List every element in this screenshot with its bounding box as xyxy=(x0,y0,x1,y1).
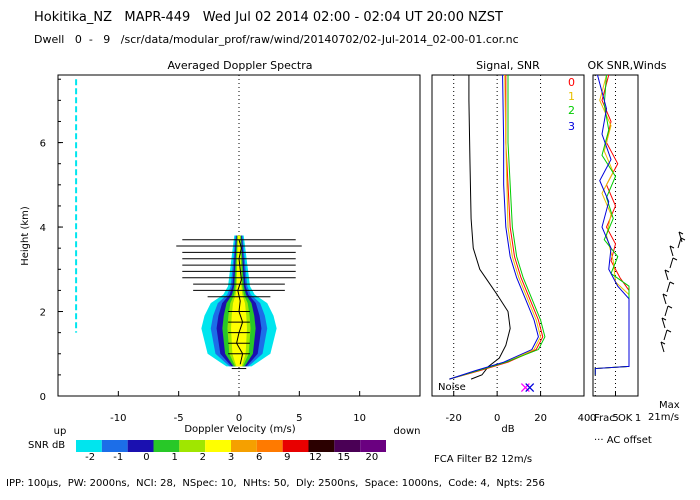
channel-label-3: 3 xyxy=(568,120,575,133)
ok-series-0 xyxy=(594,74,630,375)
snr-series-2 xyxy=(449,75,546,380)
colorbar-tick-3: 1 xyxy=(171,452,177,463)
x-tick-label-10: 10 xyxy=(353,413,366,424)
up-label: up xyxy=(54,426,67,437)
snr-x-tick-label-20: 20 xyxy=(534,413,547,424)
colorbar-swatch-7 xyxy=(256,440,283,452)
x-axis-title: Doppler Velocity (m/s) xyxy=(184,424,295,435)
colorbar-swatch-10 xyxy=(334,440,361,452)
wind-barb-flag-1 xyxy=(666,329,672,333)
wind-barb-flag-0 xyxy=(660,341,666,345)
colorbar-tick-6: 6 xyxy=(256,452,262,463)
wind-barb-flag-5 xyxy=(669,281,675,285)
snr-title: Signal, SNR xyxy=(476,59,540,72)
wind-barb-5 xyxy=(666,281,671,293)
colorbar-tick-8: 12 xyxy=(309,452,322,463)
wind-barb-flag-10 xyxy=(678,231,684,235)
colorbar-tick-2: 0 xyxy=(143,452,149,463)
wind-barb-flag-8 xyxy=(669,245,675,249)
colorbar-swatch-0 xyxy=(76,440,102,452)
spectrum-core-yellow xyxy=(231,235,247,367)
wind-barb-flag-7 xyxy=(672,257,678,261)
filter-label: FCA Filter B2 12m/s xyxy=(434,454,532,465)
wind-barb-4 xyxy=(662,293,667,305)
noise-marker-0 xyxy=(520,383,530,393)
y-tick-label-6: 6 xyxy=(40,139,46,150)
colorbar-swatch-4 xyxy=(179,440,206,452)
spectra-title: Averaged Doppler Spectra xyxy=(167,59,312,72)
y-tick-label-4: 4 xyxy=(40,223,46,234)
ok-series-3 xyxy=(594,74,630,375)
wind-barb-10 xyxy=(678,231,683,243)
snr-series-0 xyxy=(449,75,544,380)
x-tick-label-0: 0 xyxy=(236,413,242,424)
mean-velocity-profile xyxy=(236,239,244,365)
ac-offset-label: ··· AC offset xyxy=(594,435,652,446)
colorbar-swatch-1 xyxy=(101,440,128,452)
channel-label-2: 2 xyxy=(568,104,575,117)
colorbar-swatch-2 xyxy=(127,440,154,452)
frac-ok-label: Frac OK xyxy=(594,413,633,424)
plot-header-dwell: Dwell 0 - 9 /scr/data/modular_prof/raw/w… xyxy=(34,33,519,46)
colorbar-tick-7: 9 xyxy=(284,452,290,463)
snr-series-1 xyxy=(449,74,542,380)
wind-barb-3 xyxy=(664,305,669,317)
radar-parameters: IPP: 100μs, PW: 2000ns, NCI: 28, NSpec: … xyxy=(6,478,545,489)
ok-series-2 xyxy=(594,74,630,375)
wind-barb-6 xyxy=(664,269,669,281)
colorbar-label: SNR dB xyxy=(28,440,65,451)
ok-series-1 xyxy=(594,74,630,375)
snr-series-signal xyxy=(468,75,511,380)
colorbar-swatch-5 xyxy=(205,440,231,452)
wind-barb-flag-3 xyxy=(667,305,673,309)
wind-barb-flag-4 xyxy=(662,293,668,297)
y-tick-label-2: 2 xyxy=(40,308,46,319)
max-label: Max xyxy=(659,400,680,411)
wind-barb-1 xyxy=(663,329,668,341)
colorbar-swatch-3 xyxy=(153,440,180,452)
noise-marker-1 xyxy=(525,383,535,393)
x-tick-label--10: -10 xyxy=(110,413,126,424)
colorbar-swatch-8 xyxy=(282,440,309,452)
colorbar-tick-1: -1 xyxy=(113,452,123,463)
colorbar-tick-5: 3 xyxy=(228,452,234,463)
colorbar-swatch-11 xyxy=(360,440,386,452)
wind-barb-2 xyxy=(661,317,666,329)
snr-series-3 xyxy=(449,74,539,380)
ok-x-tick-label-2: 1 xyxy=(635,413,641,424)
snr-x-tick-label-0: 0 xyxy=(494,413,500,424)
ok-x-tick-label-0: 0 xyxy=(590,413,596,424)
snr-x-label: dB xyxy=(501,424,514,435)
colorbar-tick-0: -2 xyxy=(85,452,95,463)
colorbar-tick-4: 2 xyxy=(200,452,206,463)
x-tick-label--5: -5 xyxy=(174,413,184,424)
noise-label: Noise xyxy=(438,382,466,393)
channel-label-1: 1 xyxy=(568,90,575,103)
colorbar-tick-10: 20 xyxy=(366,452,379,463)
wind-barb-8 xyxy=(669,245,674,257)
wind-barb-0 xyxy=(660,341,665,353)
plot-header-title: Hokitika_NZ MAPR-449 Wed Jul 02 2014 02:… xyxy=(34,10,503,25)
ok-title: OK SNR,Winds xyxy=(587,59,666,72)
wind-barb-9 xyxy=(677,237,682,249)
colorbar-tick-9: 15 xyxy=(337,452,350,463)
colorbar-swatch-6 xyxy=(231,440,257,452)
colorbar-swatch-9 xyxy=(308,440,335,452)
down-label: down xyxy=(394,426,421,437)
wind-barb-7 xyxy=(669,257,674,269)
y-tick-label-0: 0 xyxy=(40,392,46,403)
wind-barb-flag-6 xyxy=(664,269,670,273)
ok-x-tick-label-1: 5 xyxy=(612,413,618,424)
snr-x-tick-label--20: -20 xyxy=(446,413,462,424)
channel-label-0: 0 xyxy=(568,76,575,89)
y-axis-title: Height (km) xyxy=(20,206,31,266)
snr-x-tick-label-40: 40 xyxy=(578,413,591,424)
wind-barb-flag-2 xyxy=(661,317,667,321)
max-value: 21m/s xyxy=(648,412,679,423)
x-tick-label-5: 5 xyxy=(296,413,302,424)
wind-barb-flag-9 xyxy=(680,237,686,241)
